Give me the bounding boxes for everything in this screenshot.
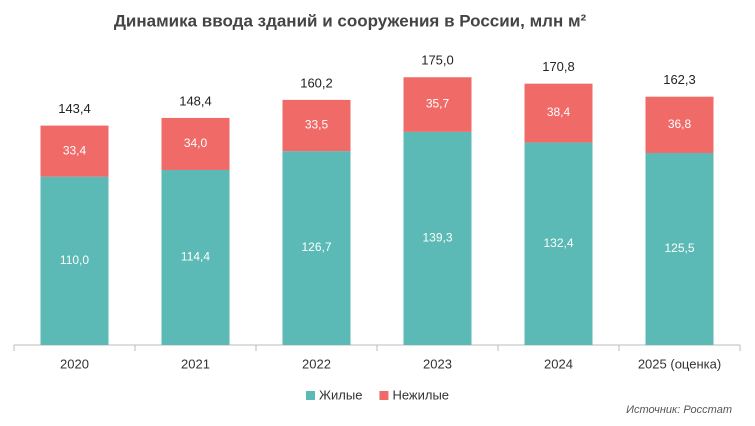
total-label: 170,8	[542, 59, 575, 74]
bar-segment	[645, 152, 714, 345]
value-label: 126,7	[301, 240, 331, 254]
value-label: 139,3	[422, 231, 452, 245]
chart-title: Динамика ввода зданий и сооружения в Рос…	[114, 11, 587, 30]
legend-swatch	[379, 391, 389, 400]
x-tick-label: 2022	[302, 356, 331, 371]
legend-label: Нежилые	[392, 387, 449, 402]
value-label: 33,4	[63, 143, 87, 157]
bar-segment	[524, 142, 593, 345]
x-tick-label: 2023	[423, 356, 452, 371]
bar-segment	[524, 83, 593, 143]
bar-segment	[403, 131, 472, 345]
value-label: 114,4	[181, 250, 210, 264]
total-label: 175,0	[421, 53, 454, 68]
bar-segment	[161, 117, 230, 170]
total-label: 143,4	[58, 101, 91, 116]
x-tick-label: 2020	[60, 356, 89, 371]
total-label: 148,4	[179, 93, 212, 108]
bar-segment	[161, 169, 230, 345]
legend-label: Жилые	[319, 387, 362, 402]
legend-swatch	[306, 391, 315, 400]
value-label: 110,0	[60, 253, 89, 267]
value-label: 35,7	[426, 97, 450, 111]
total-label: 160,2	[300, 75, 333, 90]
value-label: 132,4	[543, 236, 573, 250]
value-label: 125,5	[664, 241, 694, 255]
x-tick-label: 2024	[544, 356, 573, 371]
bar-segment	[403, 77, 472, 132]
value-label: 38,4	[547, 105, 571, 119]
bar-segment	[645, 96, 714, 153]
value-label: 36,8	[668, 117, 692, 131]
bar-segment	[282, 151, 351, 345]
bar-segment	[40, 125, 109, 177]
x-tick-label: 2021	[181, 356, 210, 371]
source: Источник: Росстат	[626, 404, 732, 416]
x-tick-label: 2025 (оценка)	[638, 356, 721, 371]
value-label: 34,0	[184, 136, 208, 150]
bar-segment	[40, 176, 109, 345]
bar-segment	[282, 99, 351, 152]
total-label: 162,3	[663, 72, 696, 87]
value-label: 33,5	[305, 118, 329, 132]
